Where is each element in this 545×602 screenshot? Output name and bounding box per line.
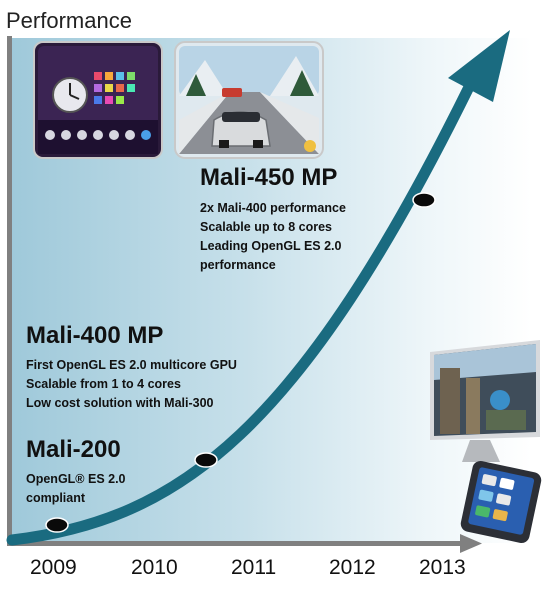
- mali-400-heading: Mali-400 MP: [26, 322, 164, 349]
- x-tick-2013: 2013: [419, 556, 466, 579]
- racing-game-screenshot-image: [174, 41, 324, 159]
- smartphone-image: [460, 460, 542, 544]
- mali-200-line: OpenGL® ES 2.0: [26, 472, 126, 486]
- mali-450-line: Leading OpenGL ES 2.0: [200, 239, 342, 253]
- mali-450-description: 2x Mali-400 performance Scalable up to 8…: [200, 199, 346, 275]
- mali-450-line: 2x Mali-400 performance: [200, 201, 346, 215]
- x-axis-line: [7, 541, 462, 546]
- mali-400-description: First OpenGL ES 2.0 multicore GPU Scalab…: [26, 356, 237, 413]
- mali-450-line: Scalable up to 8 cores: [200, 220, 332, 234]
- tablet-screenshot-image: [33, 41, 163, 159]
- milestone-marker-mali-450: [412, 192, 436, 208]
- milestone-marker-mali-200: [45, 517, 69, 533]
- mali-200-heading: Mali-200: [26, 436, 121, 463]
- mali-450-line: performance: [200, 258, 276, 272]
- growth-curve-arrowhead: [448, 30, 510, 102]
- mali-200-description: OpenGL® ES 2.0 compliant: [26, 470, 126, 508]
- x-axis-arrowhead: [460, 534, 482, 553]
- x-tick-2012: 2012: [329, 556, 376, 579]
- mali-400-line: First OpenGL ES 2.0 multicore GPU: [26, 358, 237, 372]
- milestone-marker-mali-400: [194, 452, 218, 468]
- y-axis-line: [7, 36, 12, 546]
- x-tick-2009: 2009: [30, 556, 77, 579]
- television-image: [430, 340, 540, 462]
- x-tick-2010: 2010: [131, 556, 178, 579]
- y-axis-title: Performance: [6, 8, 132, 33]
- mali-450-heading: Mali-450 MP: [200, 164, 338, 191]
- mali-200-line: compliant: [26, 491, 86, 505]
- mali-400-line: Scalable from 1 to 4 cores: [26, 377, 181, 391]
- growth-curve: [6, 79, 476, 546]
- mali-400-line: Low cost solution with Mali-300: [26, 396, 214, 410]
- x-tick-2011: 2011: [231, 556, 277, 579]
